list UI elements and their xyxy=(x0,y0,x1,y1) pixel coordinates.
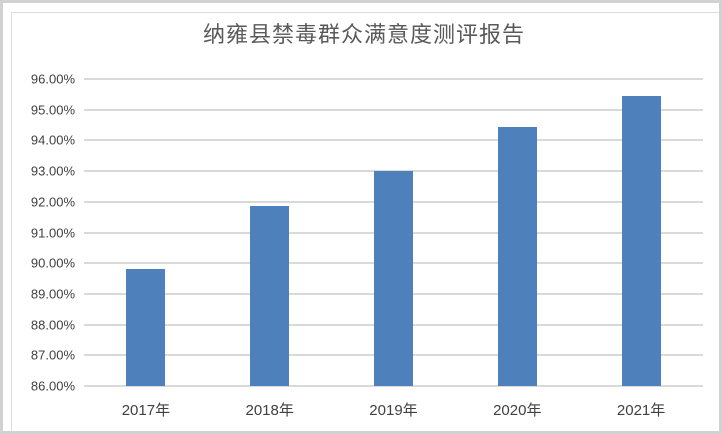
x-axis-labels: 2017年 2018年 2019年 2020年 2021年 xyxy=(84,399,703,420)
y-tick-label: 94.00% xyxy=(30,132,75,148)
bar xyxy=(621,95,661,386)
x-tick-label: 2019年 xyxy=(369,402,418,419)
y-tick-label: 96.00% xyxy=(30,71,75,87)
gridline xyxy=(84,385,703,387)
chart-title: 纳雍县禁毒群众满意度测评报告 xyxy=(202,22,525,47)
bar-slot xyxy=(455,79,579,386)
x-tick-label: 2018年 xyxy=(245,402,294,419)
bar xyxy=(126,269,166,386)
y-tick-label: 89.00% xyxy=(30,286,75,302)
y-tick-label: 88.00% xyxy=(30,317,75,333)
gridline xyxy=(84,78,703,80)
y-tick-label: 87.00% xyxy=(30,347,75,363)
y-axis-labels: 96.00% 95.00% 94.00% 93.00% 92.00% 91.00% 90.0… xyxy=(3,72,75,394)
bar-slot xyxy=(332,79,456,386)
y-tick-label: 92.00% xyxy=(30,194,75,210)
y-tick-label: 90.00% xyxy=(30,255,75,271)
bar xyxy=(373,171,413,386)
gridline xyxy=(84,108,703,111)
bar-slot xyxy=(579,79,703,386)
gridline xyxy=(84,139,703,142)
bar-slot xyxy=(208,79,332,386)
bar xyxy=(250,206,290,386)
x-tick-label: 2017年 xyxy=(121,402,171,419)
gridline xyxy=(84,170,703,173)
plot-area xyxy=(84,78,703,387)
x-tick-label: 2021年 xyxy=(616,402,666,419)
y-tick-label: 86.00% xyxy=(30,378,75,394)
bar xyxy=(497,126,537,386)
x-tick-label: 2020年 xyxy=(493,402,542,419)
y-tick-label: 95.00% xyxy=(30,102,75,118)
bars-container xyxy=(84,79,703,386)
bar-slot xyxy=(84,79,208,386)
y-tick-label: 93.00% xyxy=(30,163,75,179)
y-tick-label: 91.00% xyxy=(30,225,75,240)
